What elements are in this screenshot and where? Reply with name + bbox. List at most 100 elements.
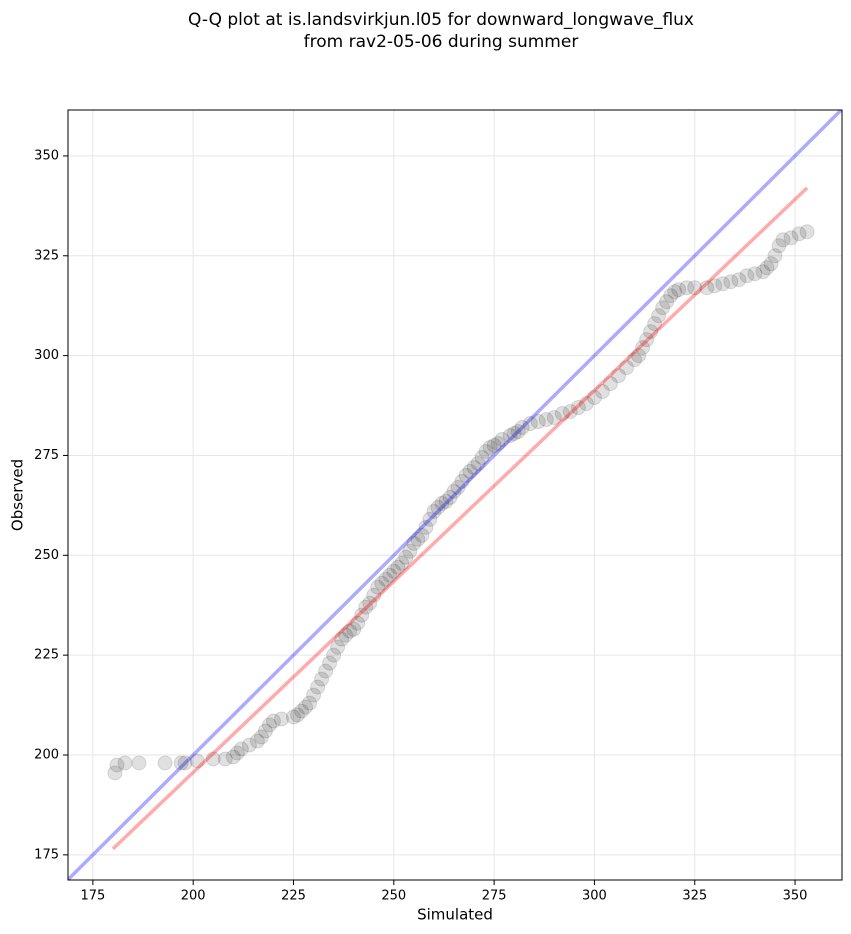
point — [107, 765, 123, 781]
point — [334, 631, 350, 647]
point — [414, 527, 430, 543]
point — [350, 615, 366, 631]
point — [294, 703, 310, 719]
point — [233, 741, 249, 757]
y-tick-label: 325 — [34, 248, 59, 263]
plot-area — [68, 110, 842, 880]
x-tick-label: 350 — [783, 889, 808, 904]
point — [462, 463, 478, 479]
point — [378, 571, 394, 587]
point — [290, 707, 306, 723]
x-tick-label: 325 — [682, 889, 707, 904]
point — [635, 340, 651, 356]
point — [538, 412, 554, 428]
point — [358, 599, 374, 615]
point — [257, 723, 273, 739]
point — [458, 467, 474, 483]
point — [510, 423, 526, 439]
point — [771, 238, 787, 254]
point — [205, 751, 221, 767]
point — [731, 272, 747, 288]
point — [382, 567, 398, 583]
point — [173, 755, 189, 771]
point — [707, 278, 723, 294]
point — [486, 437, 502, 453]
point — [679, 280, 695, 296]
point — [406, 535, 422, 551]
point — [302, 695, 318, 711]
point — [578, 396, 594, 412]
point — [619, 360, 635, 376]
point — [651, 308, 667, 324]
point — [131, 755, 147, 771]
point — [474, 449, 490, 465]
point — [775, 232, 791, 248]
point — [418, 519, 434, 535]
point — [631, 348, 647, 364]
point — [322, 655, 338, 671]
point — [611, 368, 627, 384]
point — [318, 663, 334, 679]
y-axis-label: Observed — [9, 459, 27, 531]
x-tick-label: 300 — [582, 889, 607, 904]
point — [494, 431, 510, 447]
point — [454, 473, 470, 489]
x-tick-label: 175 — [80, 889, 105, 904]
y-tick-label: 225 — [34, 648, 59, 663]
point — [157, 755, 173, 771]
point — [354, 607, 370, 623]
y-tick-label: 250 — [34, 548, 59, 563]
chart-title: Q-Q plot at is.landsvirkjun.l05 for down… — [188, 10, 694, 30]
point — [546, 410, 562, 426]
point — [241, 737, 257, 753]
point — [723, 274, 739, 290]
point — [643, 324, 659, 340]
point — [253, 729, 269, 745]
point — [229, 745, 245, 761]
point — [261, 717, 277, 733]
point — [570, 400, 586, 416]
point — [422, 511, 438, 527]
point — [342, 623, 358, 639]
point — [490, 435, 506, 451]
point — [470, 455, 486, 471]
ticks: 175 200 225 250 275 300 325 350 175 200 225 250 275 3… — [34, 148, 807, 903]
point — [482, 439, 498, 455]
point — [434, 495, 450, 511]
point — [217, 751, 233, 767]
point — [326, 647, 342, 663]
point — [687, 280, 703, 296]
point — [374, 575, 390, 591]
point — [783, 230, 799, 246]
point — [346, 621, 362, 637]
x-tick-label: 250 — [381, 889, 406, 904]
point — [446, 483, 462, 499]
point — [747, 266, 763, 282]
x-tick-label: 275 — [482, 889, 507, 904]
y-tick-label: 200 — [34, 747, 59, 762]
point — [799, 224, 815, 240]
point — [249, 733, 265, 749]
point — [647, 316, 663, 332]
x-tick-label: 225 — [281, 889, 306, 904]
point — [562, 404, 578, 420]
axes-frame — [67, 109, 843, 881]
point — [791, 226, 807, 242]
y-tick-label: 350 — [34, 148, 59, 163]
point — [117, 755, 133, 771]
point — [554, 406, 570, 422]
point — [655, 300, 671, 316]
point — [602, 376, 618, 392]
point — [390, 559, 406, 575]
point — [627, 352, 643, 368]
point — [663, 288, 679, 304]
y-tick-label: 275 — [34, 448, 59, 463]
point — [767, 248, 783, 264]
point — [659, 294, 675, 310]
y-tick-label: 175 — [34, 847, 59, 862]
point — [450, 479, 466, 495]
point — [715, 276, 731, 292]
point — [594, 384, 610, 400]
point — [699, 280, 715, 296]
